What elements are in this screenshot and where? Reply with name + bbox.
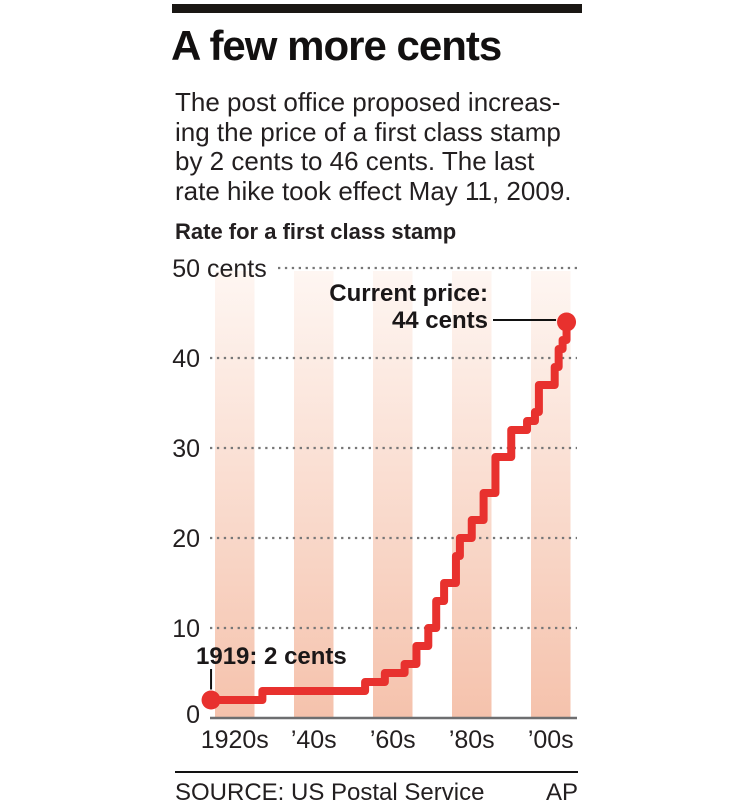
top-rule-bar — [172, 4, 582, 13]
start-point-marker — [201, 690, 221, 710]
source-credit: SOURCE: US Postal Service — [175, 779, 485, 800]
page-title: A few more cents — [171, 22, 502, 69]
current-price-label: Current price: — [329, 280, 488, 307]
ap-credit: AP — [545, 779, 578, 800]
intro-paragraph: The post office proposed increas- ing th… — [175, 87, 572, 206]
start-price-annotation: 1919: 2 cents — [196, 643, 347, 670]
rate-line — [207, 318, 571, 704]
x-tick-label: ’00s — [528, 726, 574, 754]
intro-line-1: The post office proposed increas- — [175, 87, 561, 117]
y-axis-unit-label: cents — [207, 255, 267, 283]
x-tick-label: ’80s — [449, 726, 495, 754]
y-tick-label: 0 — [186, 701, 200, 729]
footer-rule — [175, 771, 578, 773]
y-tick-label: 10 — [172, 615, 200, 643]
intro-line-3: by 2 cents to 46 cents. The last — [175, 146, 535, 176]
x-tick-label: ’60s — [370, 726, 416, 754]
x-tick-label: 1920s — [201, 726, 269, 754]
current-price-value: 44 cents — [391, 307, 488, 334]
current-price-annotation: Current price: 44 cents — [329, 280, 488, 334]
chart-title: Rate for a first class stamp — [175, 219, 457, 244]
footer: SOURCE: US Postal Service AP — [175, 779, 578, 800]
decade-band — [215, 271, 255, 718]
y-tick-label: 50 — [172, 255, 200, 283]
current-point-marker — [557, 312, 577, 332]
decade-band — [294, 271, 334, 718]
y-tick-label: 40 — [172, 345, 200, 373]
intro-line-2: ing the price of a first class stamp — [175, 116, 561, 147]
y-tick-label: 20 — [172, 525, 200, 553]
intro-line-4: rate hike took effect May 11, 2009. — [175, 175, 572, 206]
y-tick-label: 30 — [172, 435, 200, 463]
x-tick-label: ’40s — [291, 726, 337, 754]
decade-band — [373, 271, 413, 718]
